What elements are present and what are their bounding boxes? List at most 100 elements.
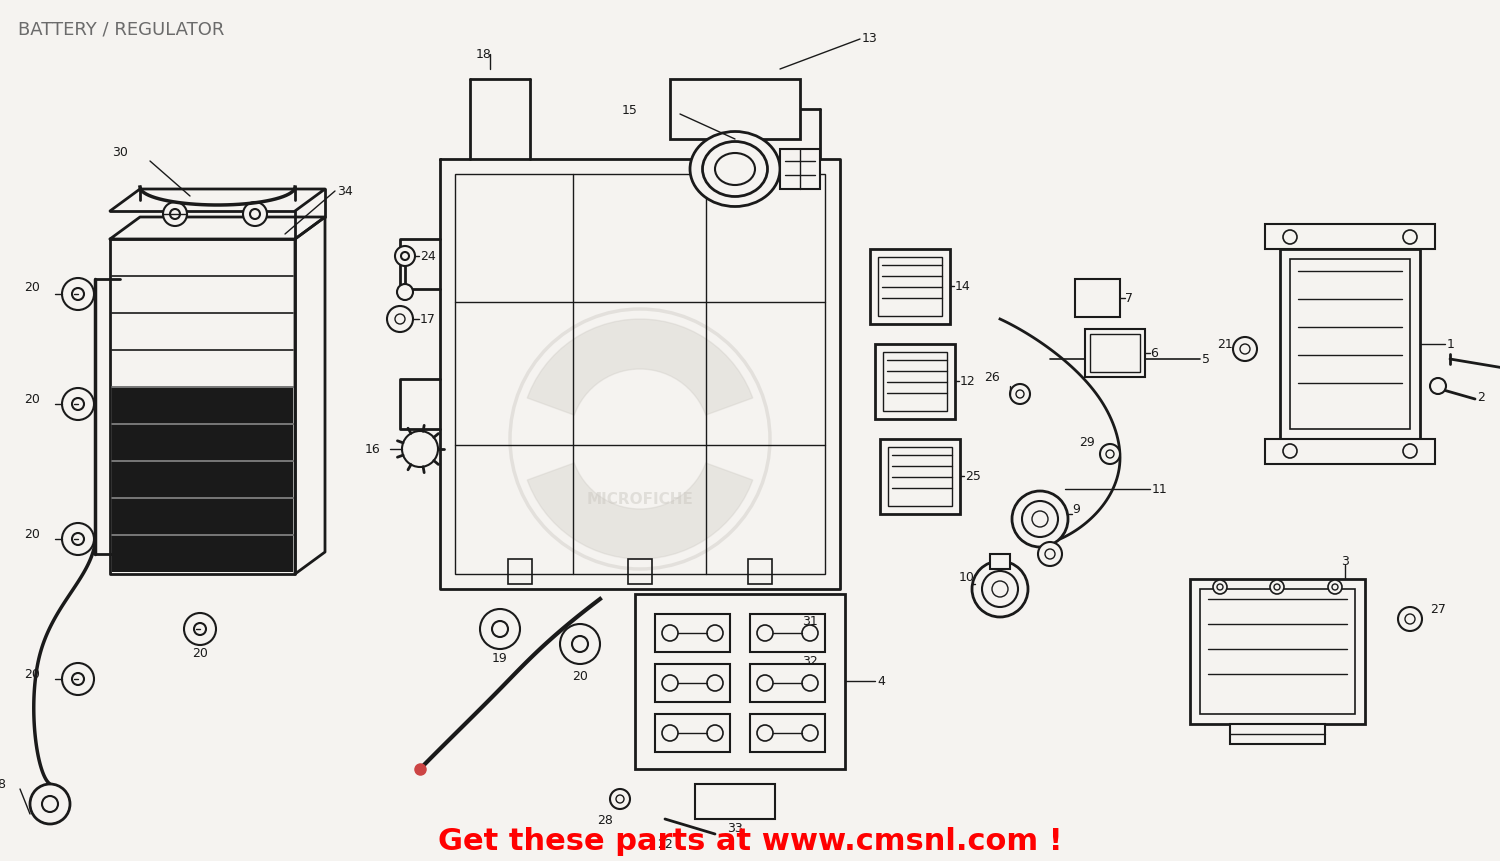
Text: 26: 26 (984, 371, 1000, 384)
Text: 30: 30 (112, 146, 128, 158)
Circle shape (480, 610, 520, 649)
Text: 27: 27 (1430, 603, 1446, 616)
Text: 16: 16 (364, 443, 380, 456)
Circle shape (62, 279, 94, 311)
Text: 8: 8 (0, 777, 4, 790)
Circle shape (1430, 379, 1446, 394)
Text: BATTERY / REGULATOR: BATTERY / REGULATOR (18, 20, 225, 38)
Bar (112, 387, 292, 573)
Text: 6: 6 (1150, 347, 1158, 360)
Text: 22: 22 (657, 837, 674, 850)
Bar (1290, 260, 1410, 430)
Circle shape (972, 561, 1028, 617)
Text: 20: 20 (572, 669, 588, 682)
Text: 20: 20 (192, 647, 208, 660)
Text: 17: 17 (420, 313, 436, 326)
Circle shape (30, 784, 70, 824)
Text: 14: 14 (956, 280, 970, 293)
Text: 20: 20 (24, 393, 40, 406)
Bar (780, 150, 820, 189)
Bar (1084, 330, 1144, 378)
Text: 3: 3 (1341, 554, 1348, 568)
Circle shape (1398, 607, 1422, 631)
Bar (670, 80, 800, 139)
Bar (750, 664, 825, 703)
Bar (884, 353, 946, 412)
Text: 13: 13 (862, 32, 877, 45)
Text: 21: 21 (1216, 338, 1233, 350)
Circle shape (243, 202, 267, 226)
Circle shape (1013, 492, 1068, 548)
Text: 32: 32 (802, 654, 818, 667)
Circle shape (560, 624, 600, 664)
Circle shape (610, 789, 630, 809)
Bar (656, 664, 730, 703)
Bar (748, 560, 772, 585)
Bar (888, 448, 952, 506)
Bar (750, 714, 825, 753)
Bar (656, 714, 730, 753)
Text: MICROFICHE: MICROFICHE (586, 492, 693, 507)
Text: 31: 31 (802, 614, 818, 628)
Text: 11: 11 (1152, 483, 1167, 496)
Polygon shape (526, 319, 753, 416)
Circle shape (402, 431, 438, 468)
Circle shape (1010, 385, 1031, 405)
Circle shape (1328, 580, 1342, 594)
Circle shape (394, 247, 416, 267)
Text: 20: 20 (24, 282, 40, 294)
Bar (1200, 589, 1354, 714)
Text: 25: 25 (964, 470, 981, 483)
Bar (880, 439, 960, 514)
Ellipse shape (690, 133, 780, 208)
Text: 10: 10 (958, 571, 975, 584)
Circle shape (1233, 338, 1257, 362)
Text: 5: 5 (1202, 353, 1210, 366)
Text: 24: 24 (420, 251, 435, 263)
Bar (694, 784, 776, 819)
Circle shape (1270, 580, 1284, 594)
Bar (750, 614, 825, 653)
Text: 18: 18 (476, 48, 492, 61)
Bar (870, 250, 950, 325)
Circle shape (387, 307, 412, 332)
Circle shape (164, 202, 188, 226)
Text: 20: 20 (24, 528, 40, 541)
Circle shape (62, 523, 94, 555)
Text: 29: 29 (1080, 436, 1095, 449)
Text: 9: 9 (1072, 503, 1080, 516)
Circle shape (62, 388, 94, 420)
Bar (1090, 335, 1140, 373)
Bar (1230, 724, 1324, 744)
Circle shape (62, 663, 94, 695)
Text: 7: 7 (1125, 292, 1132, 305)
Circle shape (398, 285, 412, 300)
Text: 4: 4 (878, 675, 885, 688)
Text: Get these parts at www.cmsnl.com !: Get these parts at www.cmsnl.com ! (438, 827, 1062, 856)
Circle shape (184, 613, 216, 645)
Bar (454, 175, 825, 574)
Circle shape (1100, 444, 1120, 464)
Bar (1280, 250, 1420, 439)
Bar (1076, 280, 1120, 318)
Text: 15: 15 (622, 103, 638, 116)
Bar (1264, 225, 1436, 250)
Bar (878, 257, 942, 317)
Text: 12: 12 (960, 375, 975, 388)
Circle shape (1214, 580, 1227, 594)
Bar (1264, 439, 1436, 464)
Polygon shape (526, 463, 753, 560)
Bar (634, 594, 844, 769)
Text: 19: 19 (492, 651, 508, 664)
Bar (1190, 579, 1365, 724)
Text: 28: 28 (597, 813, 613, 826)
Text: 33: 33 (728, 821, 742, 834)
Bar (628, 560, 652, 585)
Text: 20: 20 (24, 668, 40, 681)
Circle shape (1038, 542, 1062, 567)
Bar (656, 614, 730, 653)
Bar (874, 344, 956, 419)
Bar (990, 554, 1010, 569)
Text: 2: 2 (1478, 391, 1485, 404)
Text: 34: 34 (338, 185, 352, 198)
